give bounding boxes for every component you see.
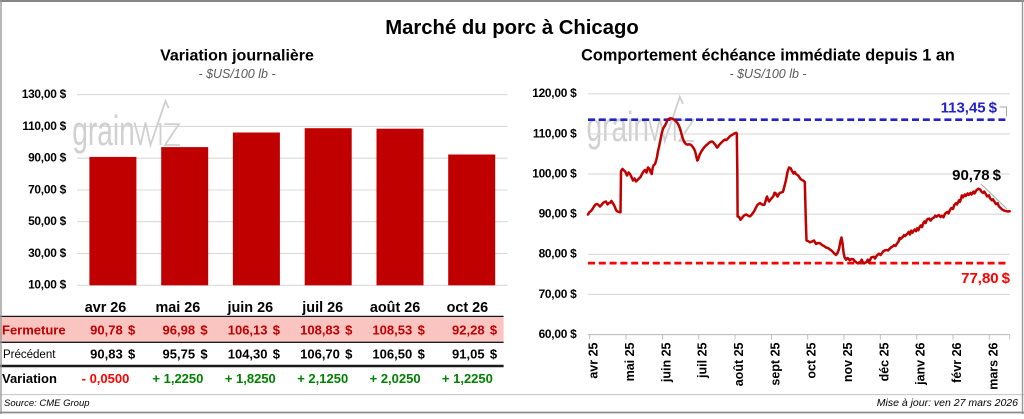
svg-text:avr 26: avr 26 [85,300,127,316]
svg-text:106,13: 106,13 [228,323,268,338]
svg-text:sept 25: sept 25 [768,342,782,385]
svg-text:108,53: 108,53 [372,323,412,338]
svg-text:$: $ [273,346,281,361]
svg-text:oct 25: oct 25 [805,342,819,378]
svg-text:janv 26: janv 26 [914,342,928,385]
svg-text:90,83: 90,83 [90,346,123,361]
svg-text:nov 25: nov 25 [841,342,855,382]
svg-text:Précédent: Précédent [3,349,56,361]
svg-text:$: $ [345,323,353,338]
svg-text:Marché du porc à Chicago: Marché du porc à Chicago [385,17,639,39]
svg-text:10,00 $: 10,00 $ [28,278,67,292]
svg-text:110,00 $: 110,00 $ [22,119,66,133]
svg-text:70,00 $: 70,00 $ [539,287,578,301]
svg-text:$: $ [200,346,208,361]
svg-text:mai 26: mai 26 [155,300,200,316]
svg-text:100,00 $: 100,00 $ [532,167,577,181]
svg-text:$: $ [490,323,498,338]
svg-text:113,45 $: 113,45 $ [941,100,998,117]
svg-text:92,28: 92,28 [452,323,485,338]
svg-text:30,00 $: 30,00 $ [28,246,67,260]
svg-text:- $US/100 lb -: - $US/100 lb - [198,67,275,81]
svg-text:grain: grain [587,103,650,150]
svg-text:90,00 $: 90,00 $ [539,207,578,221]
svg-text:Comportement échéance immédiat: Comportement échéance immédiate depuis 1… [581,47,955,65]
svg-text:$: $ [128,346,136,361]
svg-text:Source: CME Group: Source: CME Group [4,398,90,409]
svg-text:106,70: 106,70 [300,346,340,361]
svg-text:déc 25: déc 25 [877,342,891,381]
svg-text:96,98: 96,98 [163,323,196,338]
svg-text:$: $ [418,346,426,361]
svg-text:$: $ [345,346,353,361]
svg-text:juil 25: juil 25 [696,342,710,378]
svg-text:août 25: août 25 [732,342,746,386]
svg-text:mars 26: mars 26 [986,342,1000,389]
svg-text:Mise à jour: ven 27 mars 2026: Mise à jour: ven 27 mars 2026 [877,397,1018,409]
svg-text:$: $ [490,346,498,361]
svg-text:$: $ [128,323,136,338]
svg-text:$: $ [418,323,426,338]
svg-text:+ 1,2250: + 1,2250 [152,371,203,386]
svg-text:91,05: 91,05 [452,346,485,361]
svg-text:+ 2,1250: + 2,1250 [297,371,348,386]
svg-text:77,80 $: 77,80 $ [961,270,1011,287]
svg-text:févr 26: févr 26 [950,342,964,382]
svg-text:- 0,0500: - 0,0500 [82,371,130,386]
svg-text:juin 25: juin 25 [659,342,673,383]
svg-text:90,78 $: 90,78 $ [952,167,1002,184]
svg-text:104,30: 104,30 [228,346,268,361]
svg-text:Variation: Variation [2,371,57,386]
svg-text:120,00 $: 120,00 $ [532,86,577,100]
svg-text:grain: grain [72,107,135,154]
svg-text:juin 26: juin 26 [227,300,274,316]
svg-text:+ 2,0250: + 2,0250 [370,371,421,386]
svg-text:70,00 $: 70,00 $ [28,182,67,196]
svg-text:60,00 $: 60,00 $ [539,327,578,341]
svg-text:90,00 $: 90,00 $ [28,151,67,165]
svg-text:Variation journalière: Variation journalière [160,48,314,65]
svg-text:80,00 $: 80,00 $ [539,247,578,261]
svg-text:+ 1,2250: + 1,2250 [442,371,493,386]
svg-text:mai 25: mai 25 [623,342,637,381]
svg-text:90,78: 90,78 [90,323,123,338]
svg-text:avr 25: avr 25 [587,342,601,378]
svg-text:106,50: 106,50 [372,346,412,361]
svg-text:$: $ [273,323,281,338]
svg-text:juil 26: juil 26 [301,300,343,316]
svg-text:oct 26: oct 26 [447,300,489,316]
svg-text:95,75: 95,75 [163,346,196,361]
svg-text:50,00 $: 50,00 $ [28,214,67,228]
svg-text:$: $ [200,323,208,338]
svg-text:130,00 $: 130,00 $ [22,87,67,101]
svg-text:Fermeture: Fermeture [2,323,66,338]
svg-text:août 26: août 26 [370,300,420,316]
svg-text:108,83: 108,83 [300,323,340,338]
svg-text:110,00 $: 110,00 $ [533,126,577,140]
svg-text:- $US/100 lb -: - $US/100 lb - [729,67,806,81]
svg-text:+ 1,8250: + 1,8250 [225,371,276,386]
